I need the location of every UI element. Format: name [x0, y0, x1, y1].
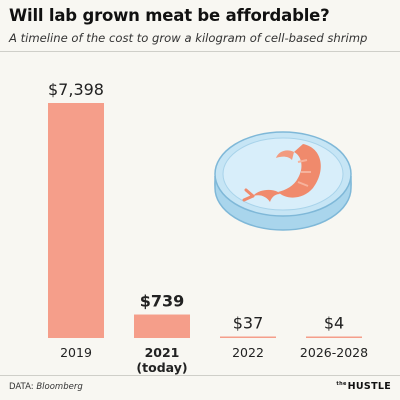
category-label-3: 2026-2028: [300, 345, 368, 360]
brand-logo: theHUSTLE: [336, 381, 391, 392]
category-label-1-line1: (today): [136, 360, 187, 375]
value-label-1: $739: [140, 292, 185, 311]
category-label-1: 2021: [145, 345, 180, 360]
category-label-2: 2022: [232, 345, 264, 360]
chart-title: Will lab grown meat be affordable?: [9, 6, 330, 25]
header-divider: [0, 51, 400, 52]
bar-3: [306, 336, 362, 338]
chart-subtitle: A timeline of the cost to grow a kilogra…: [9, 31, 368, 45]
petri-dish-with-shrimp-icon: [214, 131, 352, 231]
category-label-0: 2019: [60, 345, 92, 360]
value-label-3: $4: [324, 314, 344, 333]
value-label-0: $7,398: [48, 80, 104, 99]
value-label-2: $37: [233, 314, 264, 333]
bar-1: [134, 314, 190, 338]
footer: DATA: Bloomberg theHUSTLE: [0, 375, 400, 400]
data-source: DATA: Bloomberg: [9, 382, 83, 392]
shrimp-icon: [242, 144, 321, 202]
bar-2: [220, 336, 276, 338]
bar-0: [48, 103, 104, 338]
